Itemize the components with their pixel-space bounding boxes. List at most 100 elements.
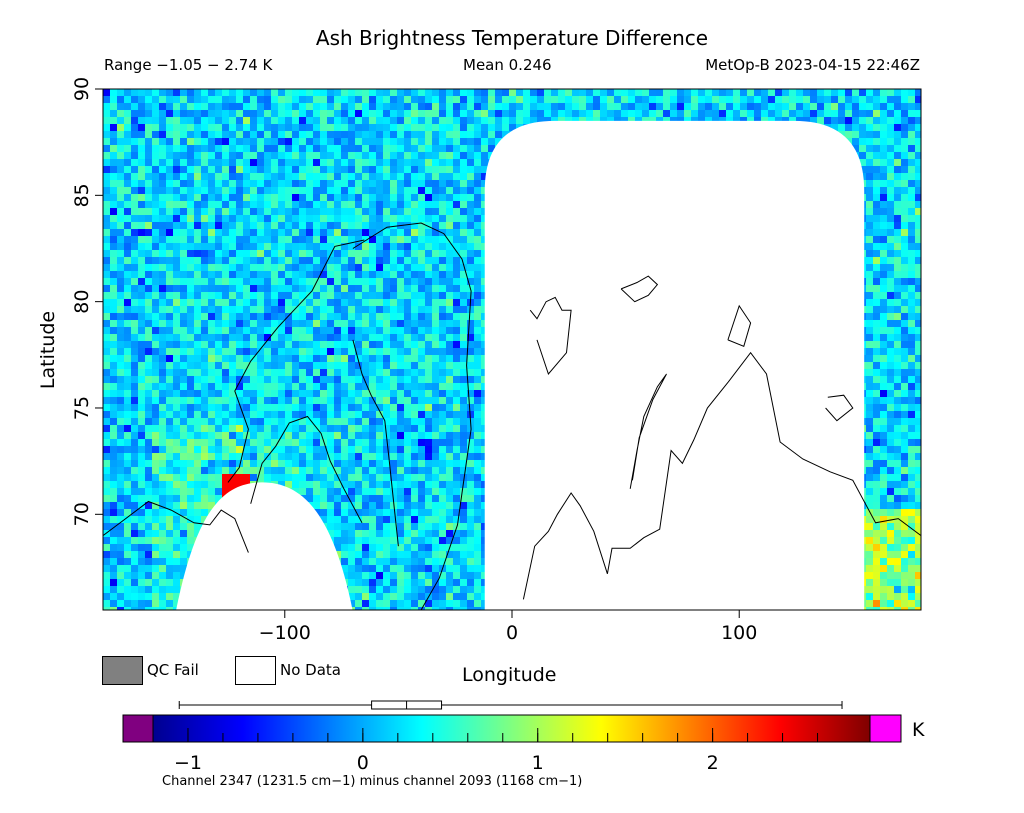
heatmap-cell bbox=[110, 313, 117, 320]
heatmap-cell bbox=[124, 96, 131, 103]
heatmap-cell bbox=[341, 194, 348, 201]
heatmap-cell bbox=[292, 131, 299, 138]
heatmap-cell bbox=[460, 103, 467, 110]
heatmap-cell bbox=[446, 341, 453, 348]
heatmap-cell bbox=[369, 376, 376, 383]
heatmap-cell bbox=[362, 208, 369, 215]
heatmap-cell bbox=[509, 96, 516, 103]
heatmap-cell bbox=[243, 145, 250, 152]
heatmap-cell bbox=[467, 334, 474, 341]
heatmap-cell bbox=[460, 257, 467, 264]
heatmap-cell bbox=[271, 362, 278, 369]
heatmap-cell bbox=[460, 278, 467, 285]
heatmap-cell bbox=[208, 89, 215, 96]
heatmap-cell bbox=[159, 306, 166, 313]
heatmap-cell bbox=[285, 117, 292, 124]
heatmap-cell bbox=[152, 257, 159, 264]
heatmap-cell bbox=[236, 215, 243, 222]
heatmap-cell bbox=[166, 166, 173, 173]
heatmap-cell bbox=[355, 257, 362, 264]
heatmap-cell bbox=[334, 285, 341, 292]
heatmap-cell bbox=[425, 236, 432, 243]
heatmap-cell bbox=[894, 103, 901, 110]
heatmap-cell bbox=[208, 369, 215, 376]
heatmap-cell bbox=[873, 313, 880, 320]
heatmap-cell bbox=[901, 222, 908, 229]
heatmap-cell bbox=[775, 96, 782, 103]
heatmap-cell bbox=[229, 138, 236, 145]
heatmap-cell bbox=[537, 96, 544, 103]
heatmap-cell bbox=[131, 320, 138, 327]
heatmap-cell bbox=[131, 187, 138, 194]
heatmap-cell bbox=[418, 187, 425, 194]
heatmap-cell bbox=[866, 334, 873, 341]
heatmap-cell bbox=[334, 348, 341, 355]
heatmap-cell bbox=[215, 229, 222, 236]
heatmap-cell bbox=[313, 131, 320, 138]
heatmap-cell bbox=[271, 173, 278, 180]
heatmap-cell bbox=[264, 124, 271, 131]
heatmap-cell bbox=[257, 362, 264, 369]
heatmap-cell bbox=[341, 96, 348, 103]
heatmap-cell bbox=[460, 124, 467, 131]
heatmap-cell bbox=[355, 138, 362, 145]
heatmap-cell bbox=[348, 264, 355, 271]
heatmap-cell bbox=[355, 222, 362, 229]
heatmap-cell bbox=[292, 208, 299, 215]
heatmap-cell bbox=[775, 89, 782, 96]
heatmap-cell bbox=[236, 222, 243, 229]
heatmap-cell bbox=[264, 292, 271, 299]
heatmap-cell bbox=[278, 131, 285, 138]
heatmap-cell bbox=[166, 110, 173, 117]
heatmap-cell bbox=[376, 369, 383, 376]
heatmap-cell bbox=[299, 215, 306, 222]
heatmap-cell bbox=[663, 110, 670, 117]
heatmap-cell bbox=[418, 173, 425, 180]
heatmap-cell bbox=[453, 145, 460, 152]
heatmap-cell bbox=[369, 355, 376, 362]
heatmap-cell bbox=[159, 117, 166, 124]
heatmap-cell bbox=[285, 264, 292, 271]
heatmap-cell bbox=[852, 124, 859, 131]
heatmap-cell bbox=[369, 201, 376, 208]
heatmap-cell bbox=[453, 173, 460, 180]
heatmap-cell bbox=[208, 243, 215, 250]
heatmap-cell bbox=[138, 131, 145, 138]
heatmap-cell bbox=[691, 96, 698, 103]
heatmap-cell bbox=[894, 264, 901, 271]
heatmap-cell bbox=[439, 124, 446, 131]
heatmap-cell bbox=[236, 362, 243, 369]
heatmap-cell bbox=[383, 334, 390, 341]
heatmap-cell bbox=[292, 306, 299, 313]
heatmap-cell bbox=[355, 327, 362, 334]
heatmap-cell bbox=[257, 131, 264, 138]
heatmap-cell bbox=[243, 341, 250, 348]
heatmap-cell bbox=[873, 124, 880, 131]
heatmap-cell bbox=[306, 89, 313, 96]
heatmap-cell bbox=[222, 145, 229, 152]
heatmap-cell bbox=[908, 103, 915, 110]
heatmap-cell bbox=[229, 145, 236, 152]
heatmap-cell bbox=[558, 110, 565, 117]
heatmap-cell bbox=[208, 215, 215, 222]
heatmap-cell bbox=[439, 159, 446, 166]
heatmap-cell bbox=[194, 313, 201, 320]
heatmap-cell bbox=[194, 145, 201, 152]
heatmap-cell bbox=[313, 348, 320, 355]
heatmap-cell bbox=[124, 208, 131, 215]
heatmap-cell bbox=[110, 383, 117, 390]
heatmap-cell bbox=[264, 103, 271, 110]
heatmap-cell bbox=[873, 376, 880, 383]
heatmap-cell bbox=[474, 278, 481, 285]
heatmap-cell bbox=[243, 376, 250, 383]
heatmap-cell bbox=[278, 306, 285, 313]
heatmap-cell bbox=[887, 362, 894, 369]
heatmap-cell bbox=[481, 96, 488, 103]
heatmap-cell bbox=[243, 271, 250, 278]
heatmap-cell bbox=[152, 278, 159, 285]
heatmap-cell bbox=[355, 187, 362, 194]
heatmap-cell bbox=[901, 264, 908, 271]
heatmap-cell bbox=[229, 306, 236, 313]
heatmap-cell bbox=[313, 152, 320, 159]
heatmap-cell bbox=[264, 131, 271, 138]
